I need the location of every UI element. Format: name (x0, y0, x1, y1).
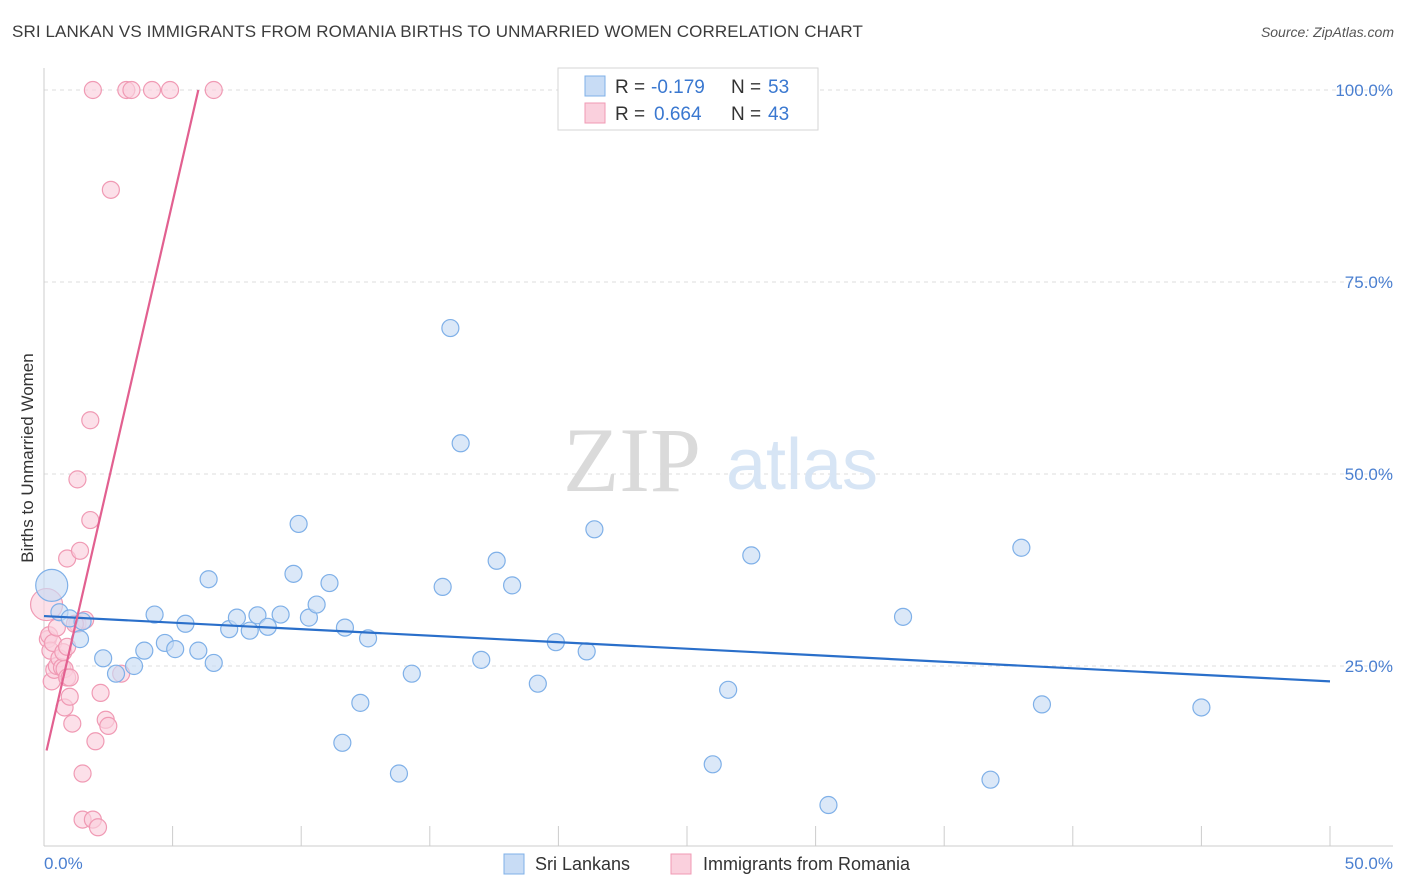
srilankans-point (124, 656, 144, 676)
stats-legend: R = -0.179 N = 53 R = 0.664 N = 43 (557, 67, 819, 131)
romania-point (88, 818, 108, 837)
srilankans-point (402, 664, 421, 683)
srilankans-point (106, 664, 126, 683)
gridlines (44, 89, 1393, 667)
romania-point (63, 714, 82, 733)
srilankans-point (351, 693, 370, 712)
axes (43, 68, 1393, 847)
legend-item-romania-swatch[interactable] (670, 853, 692, 875)
srilankans-point (451, 434, 470, 453)
srilankans-point (320, 573, 339, 593)
srilankans-point (1032, 695, 1052, 714)
romania-point (142, 80, 162, 100)
srilankans-point (981, 770, 1000, 789)
y-axis-label: Births to Unmarried Women (18, 353, 37, 562)
srilankans-point (893, 607, 913, 626)
romania-point (68, 470, 87, 489)
srilankans-point (94, 649, 113, 668)
srilankans-point (585, 520, 604, 539)
srilankans-point (284, 564, 303, 583)
trend-lines (43, 89, 1331, 751)
romania-point (160, 80, 180, 100)
y-tick-label: 75.0% (1345, 273, 1393, 292)
srilankans-point (472, 650, 491, 669)
legend-swatch-srilankans (584, 75, 606, 97)
legend-r-label-2: R = (615, 104, 645, 125)
srilankans-point (145, 605, 164, 624)
srilankans-point (433, 577, 452, 596)
y-tick-label: 25.0% (1345, 657, 1393, 676)
srilankans-trend-line (43, 614, 1331, 683)
srilankans-point (271, 605, 290, 624)
srilankans-point (819, 795, 838, 815)
x-tick-label-max: 50.0% (1345, 854, 1393, 873)
srilankans-point (333, 733, 352, 752)
legend-n-label-1: N = (731, 77, 761, 98)
series-romania-points (29, 80, 223, 837)
legend-swatch-romania (584, 102, 606, 124)
romania-point (91, 683, 110, 702)
romania-point (81, 411, 100, 430)
srilankans-point (577, 642, 596, 661)
srilankans-point (703, 755, 722, 774)
romania-point (204, 80, 223, 100)
srilankans-point (166, 640, 185, 659)
legend-r-value-2: 0.664 (654, 104, 702, 125)
srilankans-point (289, 514, 308, 534)
y-tick-label: 100.0% (1335, 81, 1393, 100)
romania-trend-line (45, 89, 200, 751)
srilankans-point (1192, 698, 1211, 717)
srilankans-point (35, 568, 69, 602)
romania-point (60, 668, 79, 687)
srilankans-point (358, 629, 378, 648)
romania-point (99, 716, 118, 736)
legend-r-label-1: R = (615, 77, 645, 98)
source-label: Source: ZipAtlas.com (1260, 24, 1394, 40)
srilankans-point (441, 318, 460, 338)
legend-r-value-1: -0.179 (651, 77, 705, 98)
srilankans-point (135, 641, 154, 660)
srilankans-point (719, 680, 738, 699)
legend-n-value-1: 53 (768, 77, 789, 98)
legend-item-srilankans-swatch[interactable] (503, 853, 525, 875)
srilankans-point (389, 764, 409, 783)
legend-item-srilankans[interactable]: Sri Lankans (535, 854, 630, 874)
legend-item-romania[interactable]: Immigrants from Romania (703, 854, 911, 874)
chart-title: SRI LANKAN VS IMMIGRANTS FROM ROMANIA BI… (12, 22, 863, 41)
y-tick-label: 50.0% (1345, 465, 1393, 484)
srilankans-point (240, 621, 259, 640)
series-legend: Sri Lankans Immigrants from Romania (503, 853, 911, 875)
romania-point (81, 510, 100, 530)
srilankans-point (227, 608, 246, 627)
romania-point (86, 732, 105, 751)
srilankans-point (487, 551, 506, 570)
romania-point (122, 80, 141, 100)
srilankans-point (335, 618, 355, 637)
y-tick-labels: 25.0% 50.0% 75.0% 100.0% (1335, 81, 1393, 676)
x-tick-label-min: 0.0% (44, 854, 83, 873)
legend-n-value-2: 43 (768, 104, 789, 125)
srilankans-point (189, 641, 208, 660)
watermark-zip: ZIP (563, 409, 701, 511)
romania-point (60, 687, 79, 706)
srilankans-point (1012, 538, 1031, 557)
srilankans-point (307, 595, 326, 614)
srilankans-point (503, 576, 522, 595)
srilankans-point (528, 674, 547, 693)
watermark-atlas: atlas (726, 425, 878, 505)
srilankans-point (204, 653, 223, 673)
romania-point (70, 541, 90, 560)
romania-point (101, 180, 120, 199)
legend-n-label-2: N = (731, 104, 761, 125)
srilankans-point (248, 606, 267, 625)
srilankans-point (742, 546, 761, 565)
romania-point (73, 764, 92, 783)
srilankans-point (199, 570, 218, 589)
series-srilankans-points (35, 318, 1211, 815)
romania-point (83, 80, 102, 100)
